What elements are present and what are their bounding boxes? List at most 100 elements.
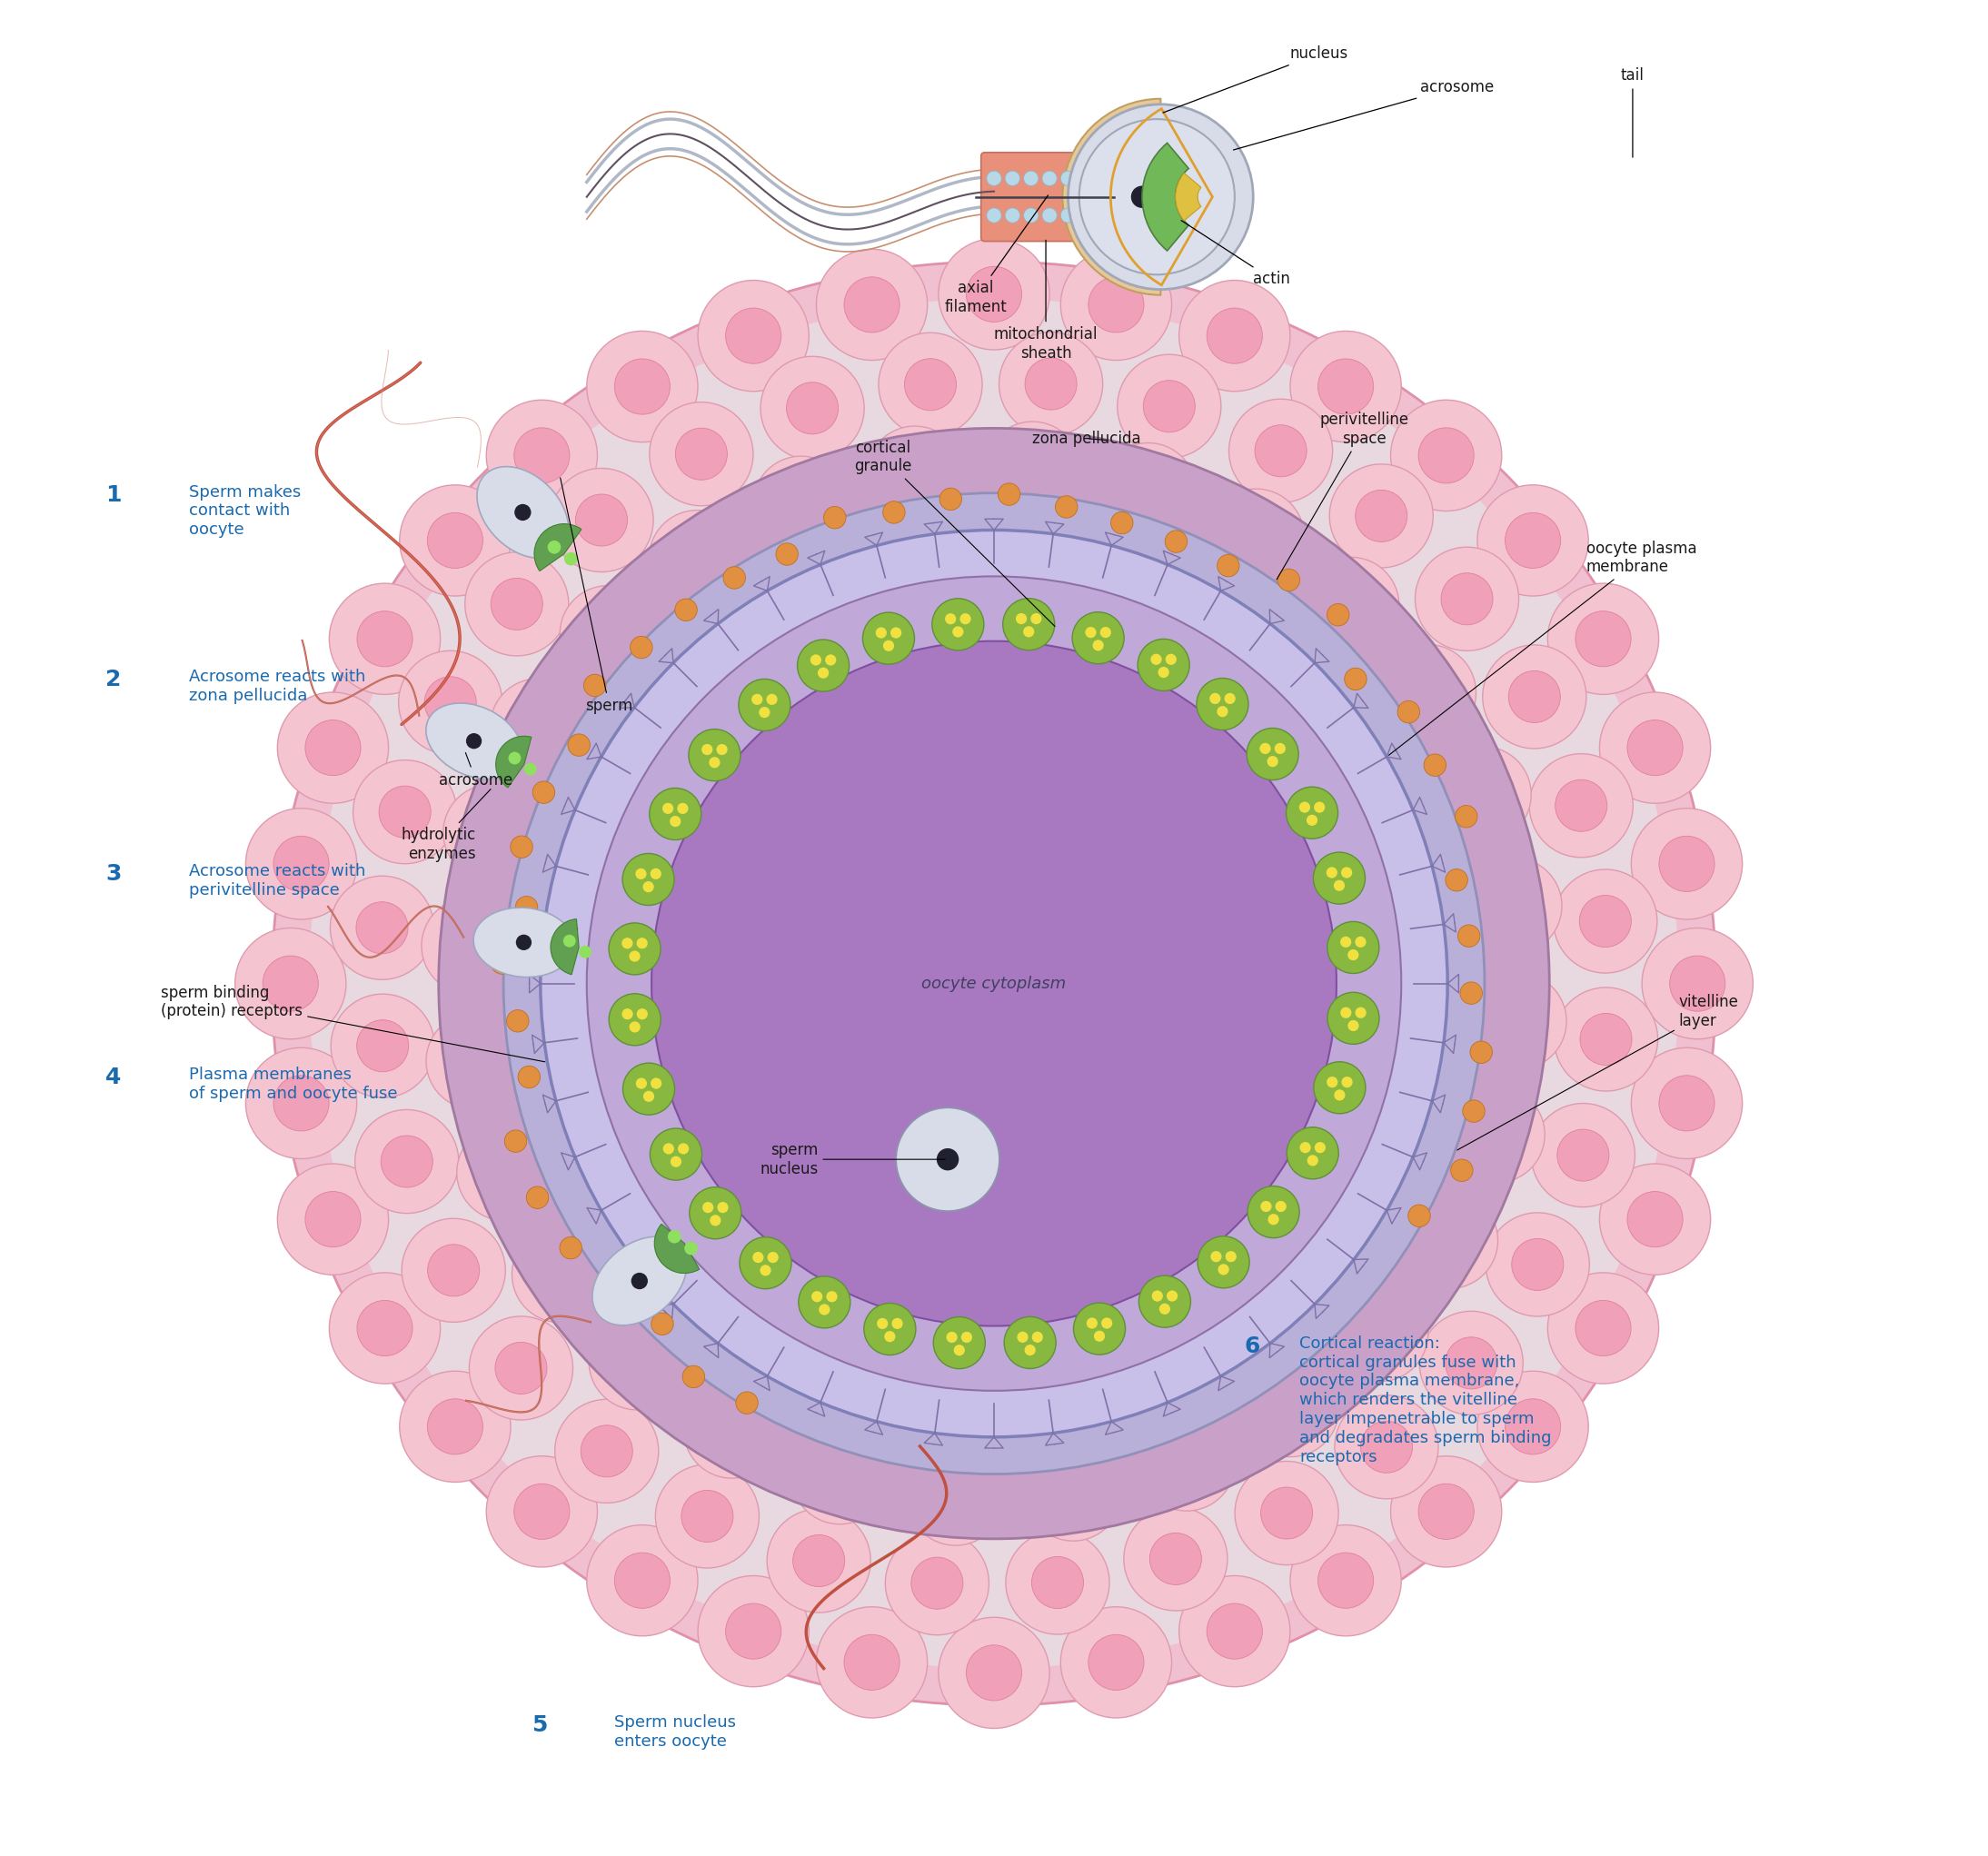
Text: hydrolytic
enzymes: hydrolytic enzymes [402,789,491,863]
Circle shape [726,308,781,364]
Circle shape [398,651,503,754]
Circle shape [525,763,537,776]
Circle shape [622,1063,674,1115]
Text: mitochondrial
sheath: mitochondrial sheath [994,239,1097,362]
Circle shape [938,239,1050,349]
Circle shape [885,1531,988,1635]
Circle shape [797,640,849,692]
Circle shape [883,501,905,523]
Circle shape [1300,1141,1310,1153]
Circle shape [690,1188,742,1240]
Circle shape [1286,787,1338,839]
Text: oocyte plasma
membrane: oocyte plasma membrane [1390,540,1698,755]
Circle shape [1207,308,1262,364]
Circle shape [1408,1205,1429,1227]
Circle shape [1356,1308,1404,1357]
Text: actin: actin [1181,221,1290,288]
Circle shape [515,1483,571,1539]
Circle shape [883,640,895,651]
Circle shape [1159,1303,1171,1314]
Circle shape [1062,249,1171,360]
Circle shape [503,494,1485,1474]
Circle shape [515,505,531,522]
Circle shape [1179,280,1290,392]
Circle shape [487,1455,596,1566]
Circle shape [614,358,670,414]
Circle shape [1274,742,1286,754]
Circle shape [1314,1141,1326,1153]
Circle shape [811,655,821,666]
Circle shape [1455,806,1477,828]
Circle shape [1008,445,1056,494]
Circle shape [676,599,698,622]
Circle shape [541,531,1447,1437]
Circle shape [960,612,970,624]
Circle shape [759,1264,771,1275]
Circle shape [1117,354,1221,458]
Circle shape [584,674,606,696]
Circle shape [1062,208,1076,223]
Circle shape [905,358,956,410]
Circle shape [608,922,660,974]
Wedge shape [535,523,580,572]
Circle shape [487,401,596,510]
Circle shape [787,382,839,434]
Circle shape [1326,603,1350,625]
Circle shape [622,1008,632,1019]
Circle shape [932,1474,980,1522]
Circle shape [946,1333,958,1342]
Circle shape [1278,568,1300,590]
Circle shape [1356,490,1408,542]
Circle shape [827,1292,837,1303]
Circle shape [1463,1101,1485,1123]
Text: cortical
granule: cortical granule [855,440,1056,625]
Circle shape [817,1607,926,1719]
Circle shape [952,625,964,637]
Circle shape [865,1303,916,1355]
Circle shape [678,804,688,815]
Circle shape [1165,531,1187,553]
Circle shape [465,733,481,750]
Circle shape [791,1427,889,1524]
Circle shape [1314,852,1366,904]
Circle shape [702,1203,714,1214]
Circle shape [537,1251,584,1299]
Circle shape [1600,1164,1710,1275]
Text: perivitelline
space: perivitelline space [1276,412,1409,579]
Circle shape [358,611,414,666]
Text: 1: 1 [105,484,121,505]
Circle shape [825,655,837,666]
Text: zona pellucida: zona pellucida [1032,431,1141,447]
Circle shape [879,332,982,436]
Circle shape [1149,1533,1201,1585]
Circle shape [1459,770,1507,818]
Circle shape [1139,1275,1191,1327]
Circle shape [1326,867,1338,878]
Circle shape [1495,997,1543,1045]
Text: vitelline
layer: vitelline layer [1457,993,1740,1151]
Circle shape [891,451,938,497]
Circle shape [533,781,555,804]
Circle shape [515,935,531,950]
Circle shape [380,785,431,837]
Circle shape [1024,1344,1036,1355]
Circle shape [555,1399,658,1503]
Circle shape [702,744,712,755]
Circle shape [652,640,1336,1325]
Circle shape [1477,484,1588,596]
Circle shape [513,1227,608,1323]
Circle shape [1165,653,1177,664]
Text: Cortical reaction:
cortical granules fuse with
oocyte plasma membrane,
which ren: Cortical reaction: cortical granules fus… [1300,1334,1551,1464]
Circle shape [1024,625,1034,637]
Text: Acrosome reacts with
zona pellucida: Acrosome reacts with zona pellucida [189,668,366,703]
Circle shape [1574,1301,1630,1357]
Circle shape [1469,1041,1493,1063]
Circle shape [1308,1154,1318,1166]
Circle shape [465,553,569,655]
Circle shape [1402,1192,1497,1288]
Circle shape [648,510,746,607]
Circle shape [765,694,777,705]
Circle shape [1016,612,1028,624]
Circle shape [954,1344,964,1355]
Circle shape [1356,937,1366,948]
